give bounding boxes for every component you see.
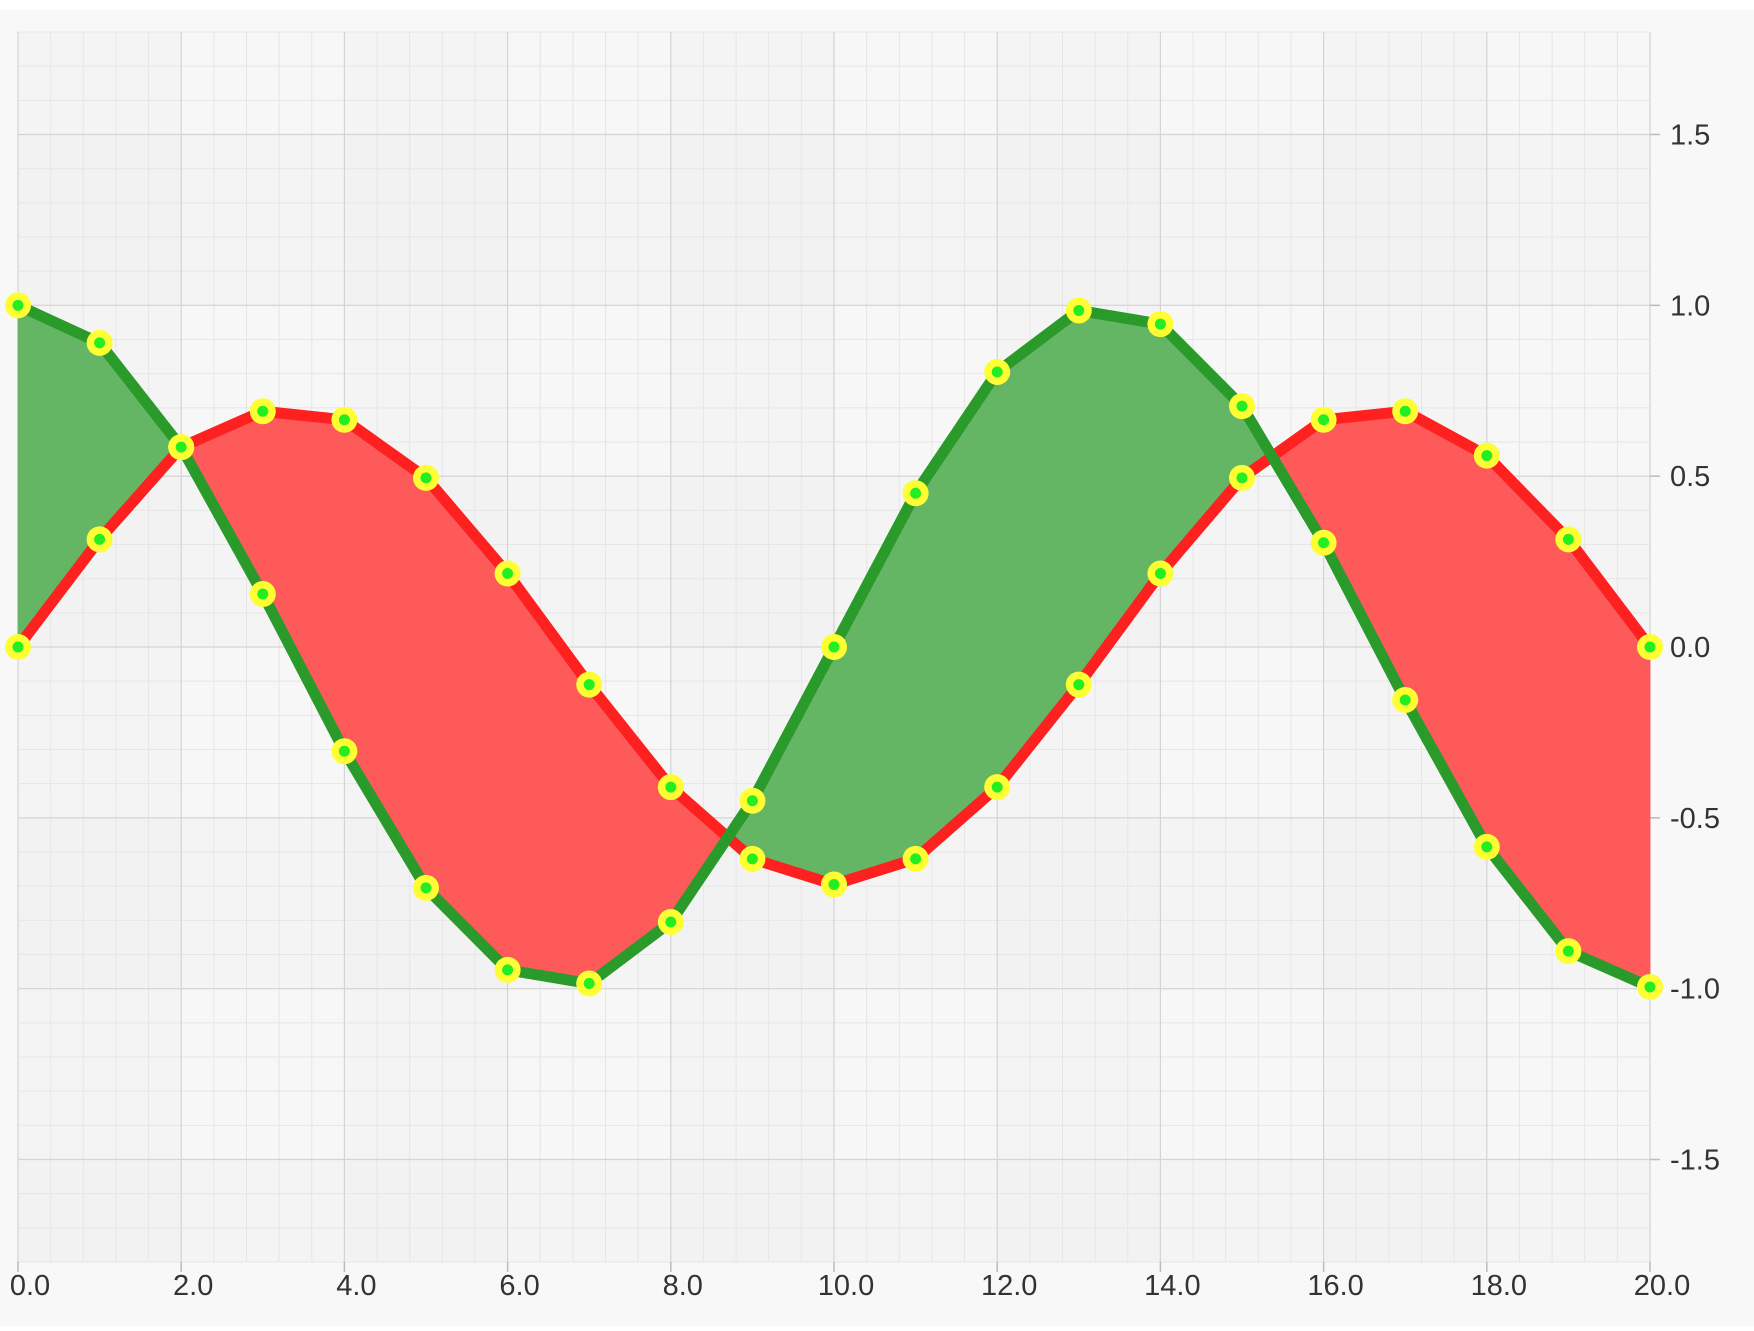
- data-point-center: [94, 337, 106, 349]
- data-point-center: [12, 641, 24, 653]
- x-tick-label: 6.0: [499, 1270, 539, 1302]
- data-point-center: [175, 441, 187, 453]
- grid-group: [17, 31, 1651, 1263]
- fill-between-group: [17, 304, 1651, 988]
- data-point-center: [1154, 568, 1166, 580]
- data-point-center: [665, 781, 677, 793]
- data-point-center: [257, 588, 269, 600]
- data-point-center: [910, 853, 922, 865]
- x-tick-label: 4.0: [336, 1270, 376, 1302]
- x-tick-label: 18.0: [1471, 1270, 1527, 1302]
- data-point-center: [1644, 981, 1656, 993]
- data-point-center: [1399, 405, 1411, 417]
- data-point-center: [991, 781, 1003, 793]
- data-point-center: [1318, 414, 1330, 426]
- data-point-center: [828, 641, 840, 653]
- data-point-center: [420, 882, 432, 894]
- data-point-center: [257, 405, 269, 417]
- data-point-center: [338, 745, 350, 757]
- data-point-center: [502, 964, 514, 976]
- data-point-center: [746, 853, 758, 865]
- data-point-center: [338, 414, 350, 426]
- series-markers-green: [5, 292, 1663, 1000]
- data-point-center: [1644, 641, 1656, 653]
- data-point-center: [1073, 304, 1085, 316]
- x-tick-label: 16.0: [1307, 1270, 1363, 1302]
- data-point-center: [1154, 318, 1166, 330]
- data-point-center: [1073, 679, 1085, 691]
- y-tick-label: 0.0: [1670, 632, 1710, 664]
- data-point-center: [746, 795, 758, 807]
- x-tick-label: 14.0: [1144, 1270, 1200, 1302]
- data-point-center: [1399, 694, 1411, 706]
- series-markers-red: [5, 398, 1663, 898]
- data-point-center: [12, 299, 24, 311]
- data-point-center: [420, 472, 432, 484]
- y-tick-label: 0.5: [1670, 461, 1710, 493]
- y-tick-label: -1.0: [1670, 974, 1720, 1006]
- x-tick-label: 10.0: [818, 1270, 874, 1302]
- data-point-center: [1236, 472, 1248, 484]
- x-tick-label: 20.0: [1634, 1270, 1690, 1302]
- y-tick-label: 1.0: [1670, 290, 1710, 322]
- y-tick-label: -0.5: [1670, 803, 1720, 835]
- data-point-center: [1481, 450, 1493, 462]
- data-point-center: [828, 878, 840, 890]
- data-point-center: [94, 533, 106, 545]
- data-point-center: [1481, 841, 1493, 853]
- data-point-center: [991, 366, 1003, 378]
- data-point-center: [1236, 400, 1248, 412]
- y-tick-label: -1.5: [1670, 1145, 1720, 1177]
- data-point-center: [910, 487, 922, 499]
- data-point-center: [583, 679, 595, 691]
- data-point-center: [502, 568, 514, 580]
- data-point-center: [583, 978, 595, 990]
- data-point-center: [1562, 945, 1574, 957]
- x-tick-label: 2.0: [173, 1270, 213, 1302]
- data-point-center: [665, 916, 677, 928]
- x-tick-label: 12.0: [981, 1270, 1037, 1302]
- x-tick-label: 8.0: [663, 1270, 703, 1302]
- chart-top-strip: [0, 0, 1754, 10]
- y-tick-label: 1.5: [1670, 120, 1710, 152]
- data-point-center: [1318, 537, 1330, 549]
- x-tick-label: 0.0: [10, 1270, 50, 1302]
- data-point-center: [1562, 533, 1574, 545]
